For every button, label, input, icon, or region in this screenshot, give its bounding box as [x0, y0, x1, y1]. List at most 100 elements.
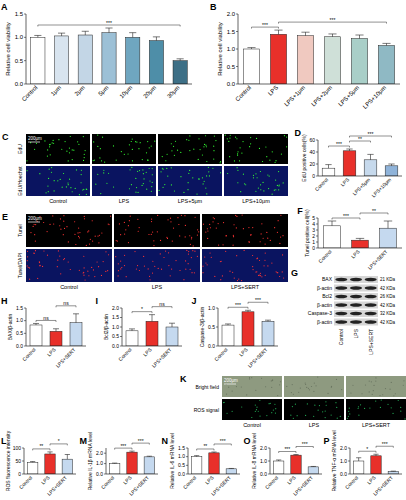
y-axis-label: Bcl2/β-actin — [103, 314, 109, 340]
significance-label: *** — [106, 20, 112, 26]
cell-dot — [239, 160, 240, 161]
bar — [226, 469, 236, 474]
blot-band — [335, 295, 347, 299]
cell-dot — [171, 167, 172, 168]
column-label: LPS — [309, 422, 320, 428]
scale-bar — [28, 142, 40, 143]
cell-dot — [39, 265, 40, 266]
bar — [70, 323, 82, 346]
blot-band — [350, 278, 362, 282]
column-label: LPS+SERT — [231, 284, 260, 290]
cell-dot — [207, 238, 208, 239]
error-bar — [276, 460, 281, 461]
blot-band — [335, 286, 347, 290]
cell-dot — [78, 227, 79, 228]
error-bar — [346, 149, 352, 151]
x-tick-label: LPS — [238, 346, 249, 357]
cell-dot — [391, 407, 392, 408]
x-tick-label: Control — [213, 346, 229, 362]
cell-dot — [240, 191, 241, 192]
x-tick-label: LPS+10μm — [370, 176, 392, 198]
y-axis-label: Relative IL-8 mRNA level — [251, 433, 257, 489]
cell-dot — [70, 187, 71, 188]
cell-dot — [207, 230, 208, 231]
y-tick — [22, 448, 24, 449]
cell-dot — [262, 182, 263, 183]
cell-dot — [308, 388, 309, 389]
cell-dot — [365, 384, 366, 385]
cell-dot — [245, 184, 246, 185]
micrograph — [222, 376, 282, 397]
bar — [127, 452, 137, 474]
panel-letter: G — [291, 268, 298, 278]
cell-dot — [68, 241, 69, 242]
cell-dot — [261, 378, 262, 379]
cell-dot — [197, 229, 198, 230]
cell-dot — [208, 171, 209, 172]
y-tick-label: 0.0 — [227, 81, 236, 87]
cell-dot — [214, 218, 215, 219]
y-tick-label: 0.0 — [208, 343, 215, 349]
cell-dot — [234, 278, 235, 279]
bar — [126, 37, 140, 84]
significance-label: ** — [39, 443, 43, 449]
cell-dot — [84, 154, 85, 155]
y-tick-label: 0.0 — [15, 81, 24, 87]
cell-dot — [228, 387, 229, 388]
marks — [27, 452, 72, 474]
cell-dot — [271, 262, 272, 263]
y-tick — [120, 317, 122, 318]
x-tick-label: LPS+SERT — [292, 474, 314, 496]
cell-dot — [151, 146, 152, 147]
cell-dot — [157, 215, 158, 216]
blot-band — [350, 303, 362, 307]
cell-dot — [203, 224, 204, 225]
cell-dot — [220, 279, 221, 280]
cell-dot — [144, 265, 145, 266]
cell-dot — [190, 269, 191, 270]
cell-dot — [218, 223, 219, 224]
cell-dot — [39, 262, 40, 263]
significance-label: *** — [120, 443, 126, 449]
error-bar — [30, 461, 35, 463]
cell-dot — [47, 155, 48, 156]
micrograph — [114, 214, 200, 247]
cell-dot — [198, 231, 199, 232]
cell-dot — [79, 194, 80, 195]
cell-dot — [35, 224, 36, 225]
bar — [371, 456, 381, 474]
cell-dot — [204, 256, 205, 257]
cell-dot — [34, 224, 35, 225]
bar-chart: 0.00.51.01.52.0ControlLPSLPS+SERTBcl2/β-… — [96, 296, 182, 369]
cell-dot — [108, 254, 109, 255]
x-axis — [238, 84, 400, 85]
y-tick-label: 2.0 — [96, 450, 103, 456]
cell-dot — [104, 162, 105, 163]
cell-dot — [64, 228, 65, 229]
cell-dot — [237, 280, 238, 281]
cell-dot — [157, 231, 158, 232]
column-label: Control — [60, 284, 78, 290]
cell-dot — [352, 385, 353, 386]
cell-dot — [216, 227, 217, 228]
cell-dot — [229, 156, 230, 157]
cell-dot — [57, 260, 58, 261]
cell-dot — [198, 178, 199, 179]
y-tick — [186, 465, 188, 466]
bar — [388, 471, 398, 474]
cell-dot — [43, 222, 44, 223]
cell-dot — [129, 220, 130, 221]
error-bar — [211, 451, 216, 453]
cell-dot — [195, 217, 196, 218]
cell-dot — [103, 172, 104, 173]
cell-dot — [298, 392, 299, 393]
cell-dot — [86, 194, 87, 195]
cell-dot — [171, 184, 172, 185]
error-bar — [58, 33, 65, 36]
cell-dot — [241, 153, 242, 154]
x-tick-label: 1μm — [50, 84, 63, 97]
scale-bar-label: 200μm — [224, 378, 238, 383]
cell-dot — [279, 184, 280, 185]
cell-dot — [256, 407, 257, 408]
cell-dot — [236, 138, 237, 139]
